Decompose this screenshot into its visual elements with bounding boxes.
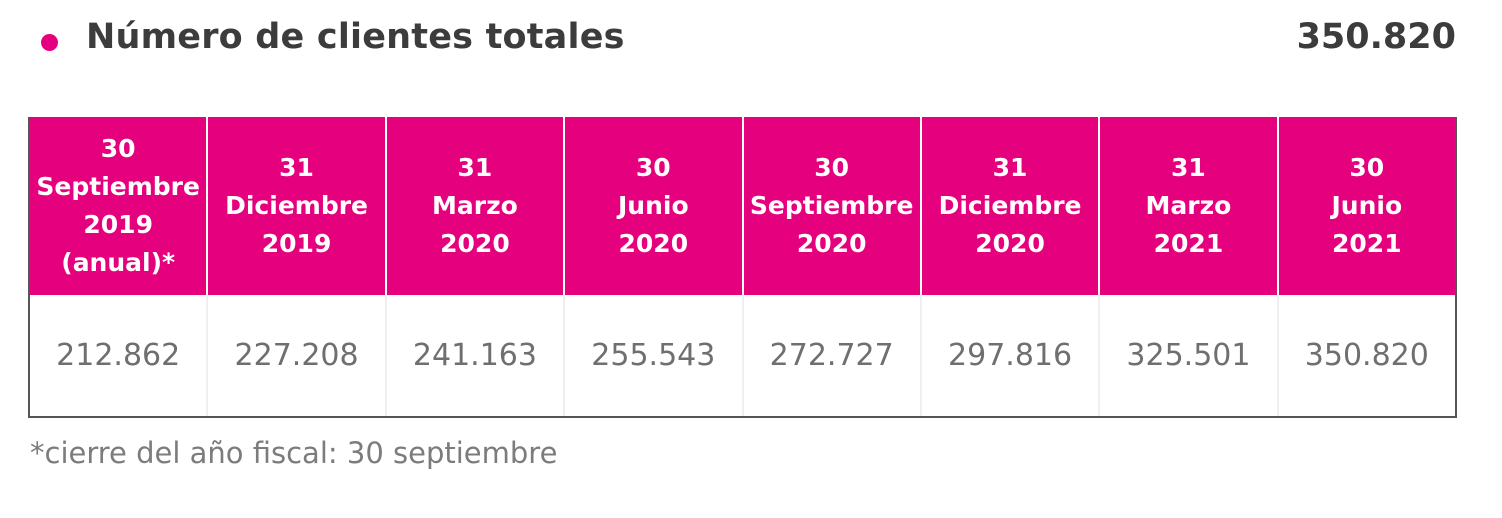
value-cell: 227.208 bbox=[206, 295, 384, 416]
footnote: *cierre del año fiscal: 30 septiembre bbox=[30, 436, 558, 470]
header-line: Septiembre bbox=[749, 191, 914, 220]
header-line: Septiembre bbox=[36, 172, 200, 201]
header-line: 2019 bbox=[261, 229, 332, 258]
header-line: Diciembre bbox=[938, 191, 1082, 220]
value-cell: 241.163 bbox=[384, 295, 563, 416]
header-line: Junio bbox=[617, 191, 689, 220]
header-line: 31 bbox=[1171, 153, 1206, 182]
header-line: Marzo bbox=[432, 191, 518, 220]
header-line: 2021 bbox=[1332, 229, 1402, 258]
header-cell-mar-2020: 31 Marzo 2020 bbox=[384, 117, 563, 295]
header-cell-sep-2020: 30 Septiembre 2020 bbox=[741, 117, 920, 295]
value-cell: 212.862 bbox=[56, 338, 181, 373]
value-cell: 255.543 bbox=[563, 295, 741, 416]
value-cell: 325.501 bbox=[1098, 295, 1276, 416]
header-line: 2019 bbox=[83, 210, 153, 239]
header-line: (anual)* bbox=[61, 248, 176, 277]
table-value-row: 212.862 227.208 241.163 255.543 272.727 … bbox=[30, 295, 1455, 416]
header-cell-dic-2020: 31 Diciembre 2020 bbox=[919, 117, 1098, 295]
header-line: 31 bbox=[279, 153, 314, 182]
header-line: 2020 bbox=[440, 229, 510, 258]
table-header-row: 30 Septiembre 2019 (anual)* 31 Diciembre… bbox=[30, 117, 1455, 295]
header-cell-dic-2019: 31 Diciembre 2019 bbox=[206, 117, 384, 295]
header-cell-sep-2019: 30 Septiembre 2019 (anual)* bbox=[30, 117, 206, 295]
header-line: 2020 bbox=[618, 229, 689, 258]
header-line: 30 bbox=[100, 134, 136, 163]
header-line: 2021 bbox=[1153, 229, 1224, 258]
header-line: 30 bbox=[1349, 153, 1385, 182]
header-cell-jun-2020: 30 Junio 2020 bbox=[563, 117, 741, 295]
header-line: 31 bbox=[457, 153, 493, 182]
header-cell-mar-2021: 31 Marzo 2021 bbox=[1098, 117, 1276, 295]
value-cell: 272.727 bbox=[741, 295, 920, 416]
header-line: 31 bbox=[992, 153, 1028, 182]
header-line: 30 bbox=[635, 153, 671, 182]
header-line: 30 bbox=[814, 153, 850, 182]
header-line: 2020 bbox=[975, 229, 1045, 258]
bullet-icon bbox=[41, 34, 58, 51]
clients-table: 30 Septiembre 2019 (anual)* 31 Diciembre… bbox=[28, 117, 1457, 418]
header-line: Diciembre bbox=[225, 191, 369, 220]
value-cell: 350.820 bbox=[1276, 295, 1455, 416]
header-cell-jun-2021: 30 Junio 2021 bbox=[1276, 117, 1455, 295]
value-cell: 297.816 bbox=[919, 295, 1098, 416]
header-line: Marzo bbox=[1145, 191, 1232, 220]
header: Número de clientes totales 350.820 bbox=[0, 0, 1502, 90]
header-line: Junio bbox=[1331, 191, 1403, 220]
total-value: 350.820 bbox=[1296, 17, 1456, 57]
header-line: 2020 bbox=[796, 229, 867, 258]
page-title: Número de clientes totales bbox=[86, 17, 625, 57]
